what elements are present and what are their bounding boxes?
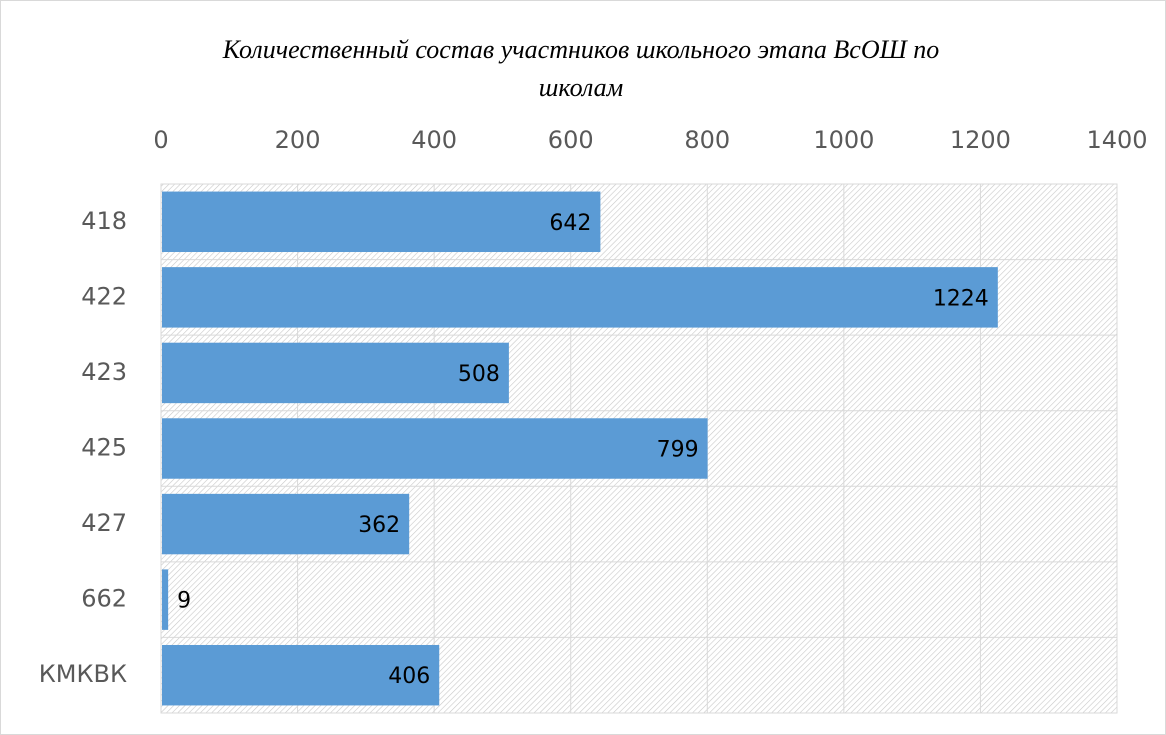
x-tick-label: 400 xyxy=(411,126,457,154)
data-label: 406 xyxy=(388,664,430,689)
bar xyxy=(162,644,440,706)
x-tick-label: 200 xyxy=(275,126,321,154)
bar xyxy=(162,493,410,555)
y-tick-label: 425 xyxy=(81,434,127,462)
x-tick-label: 1400 xyxy=(1086,126,1147,154)
data-label: 1224 xyxy=(933,286,989,311)
y-tick-label: 423 xyxy=(81,358,127,386)
data-label: 9 xyxy=(177,589,191,614)
bar xyxy=(162,267,998,328)
x-tick-label: 1000 xyxy=(813,126,874,154)
bar xyxy=(162,418,708,479)
data-label: 362 xyxy=(358,513,400,538)
bar xyxy=(162,569,169,630)
x-tick-label: 600 xyxy=(548,126,594,154)
data-label: 642 xyxy=(549,211,591,236)
x-tick-label: 1200 xyxy=(950,126,1011,154)
y-tick-label: 427 xyxy=(81,509,127,537)
y-tick-label: 422 xyxy=(81,282,127,310)
data-label: 799 xyxy=(657,438,699,463)
y-tick-label: 418 xyxy=(81,207,127,235)
y-tick-label: 662 xyxy=(81,585,127,613)
y-tick-label: КМКВК xyxy=(39,660,127,688)
x-tick-label: 800 xyxy=(684,126,730,154)
data-label: 508 xyxy=(458,362,500,387)
chart-title: Количественный состав участников школьно… xyxy=(222,35,940,102)
bar xyxy=(162,191,601,253)
bar xyxy=(162,342,509,404)
x-tick-label: 0 xyxy=(153,126,168,154)
